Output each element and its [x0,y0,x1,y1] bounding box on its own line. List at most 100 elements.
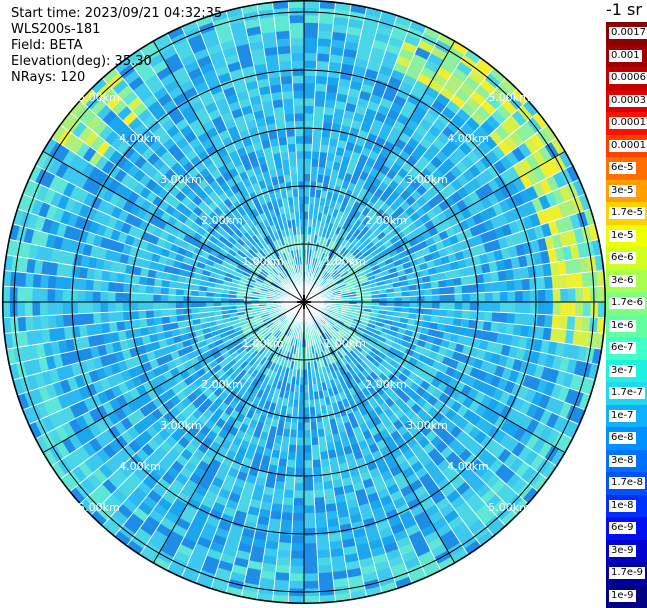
ppi-gate [145,294,153,302]
ppi-gate [295,468,304,476]
ppi-gate [462,285,470,294]
ppi-gate [85,313,93,325]
ppi-gate [582,272,591,287]
ppi-gate [168,309,176,316]
ppi-gate [313,114,323,122]
range-label: 1.00km [242,337,284,350]
scan-info-panel: Start time: 2023/09/21 04:32:35 WLS200s-… [11,6,222,86]
ppi-gate [278,53,291,62]
ppi-gate [287,144,296,152]
range-label: 2.00km [201,214,243,227]
ppi-gate [146,285,154,294]
ppi-gate [304,189,310,197]
ppi-gate [314,490,325,498]
ppi-gate [499,312,507,323]
ppi-gate [274,580,289,589]
ppi-gate [78,278,86,290]
ppi-gate [298,408,304,416]
range-label: 5.00km [488,501,530,514]
ppi-gate [553,289,561,302]
ppi-gate [315,512,327,520]
ppi-gate [304,558,318,566]
device-text: WLS200s-181 [11,22,222,38]
ppi-gate [295,136,304,144]
range-label: 3.00km [406,419,448,432]
ppi-gate [296,438,304,446]
range-label: 2.00km [201,378,243,391]
ppi-gate [276,565,291,574]
ppi-gate [432,288,440,295]
ppi-gate [553,302,561,315]
ppi-gate [293,498,304,506]
ppi-gate [62,289,70,302]
ppi-gate [552,315,561,329]
ppi-gate [304,166,311,174]
ppi-gate [304,521,316,529]
ppi-gate [552,275,561,289]
ppi-gate [108,302,116,312]
ppi-gate [574,316,583,331]
ppi-gate [454,310,462,319]
ppi-gate [276,557,290,566]
ppi-gate [568,302,576,316]
ppi-gate [297,166,304,174]
ppi-gate [290,38,304,46]
ppi-gate [574,273,583,288]
ppi-gate [280,68,293,76]
ppi-gate [278,542,291,551]
ppi-gate [304,483,314,491]
ppi-gate [298,400,304,408]
ppi-gate [292,528,304,536]
ppi-gate [317,550,331,559]
colorbar: 0.00170.0010.00060.00030.000170.00016e-5… [606,22,647,607]
ppi-gate [153,294,161,302]
ppi-gate [130,293,138,302]
ppi-gate [131,284,139,293]
ppi-gate [48,275,57,289]
ppi-gate [277,46,291,55]
ppi-gate [417,302,425,308]
ppi-gate [93,302,101,313]
ppi-gate [492,292,500,302]
ppi-gate [291,53,304,61]
ppi-gate [304,566,318,574]
ppi-gate [575,302,583,317]
ppi-gate [454,285,462,294]
ppi-gate [315,505,326,513]
ppi-gate [100,281,108,292]
ppi-gate [286,129,295,137]
ppi-gate [317,557,331,566]
ppi-gate [32,288,40,302]
ppi-gate [276,31,291,40]
ppi-gate [290,166,297,174]
ppi-gate [55,315,64,328]
ppi-gate [153,302,161,310]
ppi-gate [304,113,314,121]
ppi-gate [280,520,292,528]
ppi-gate [317,542,330,551]
field-text: Field: BETA [11,38,222,54]
ppi-gate [304,121,313,129]
ppi-gate [146,310,154,319]
ppi-gate [292,521,304,529]
range-label: 3.00km [160,173,202,186]
ppi-gate [281,83,293,91]
ppi-gate [183,302,191,308]
ppi-gate [492,281,500,292]
ppi-gate [273,107,284,116]
ppi-gate [314,106,325,114]
ppi-gate [313,467,322,475]
ppi-gate [316,535,329,544]
ppi-gate [100,291,108,302]
ppi-gate [292,68,304,76]
ppi-gate [311,166,318,174]
ppi-gate [33,316,42,331]
ppi-gate [304,151,312,159]
ppi-gate [425,302,433,309]
ppi-gate [291,45,304,53]
ppi-gate [274,15,289,24]
ppi-gate [116,282,124,292]
ppi-gate [294,490,304,498]
ppi-gate [515,291,523,302]
